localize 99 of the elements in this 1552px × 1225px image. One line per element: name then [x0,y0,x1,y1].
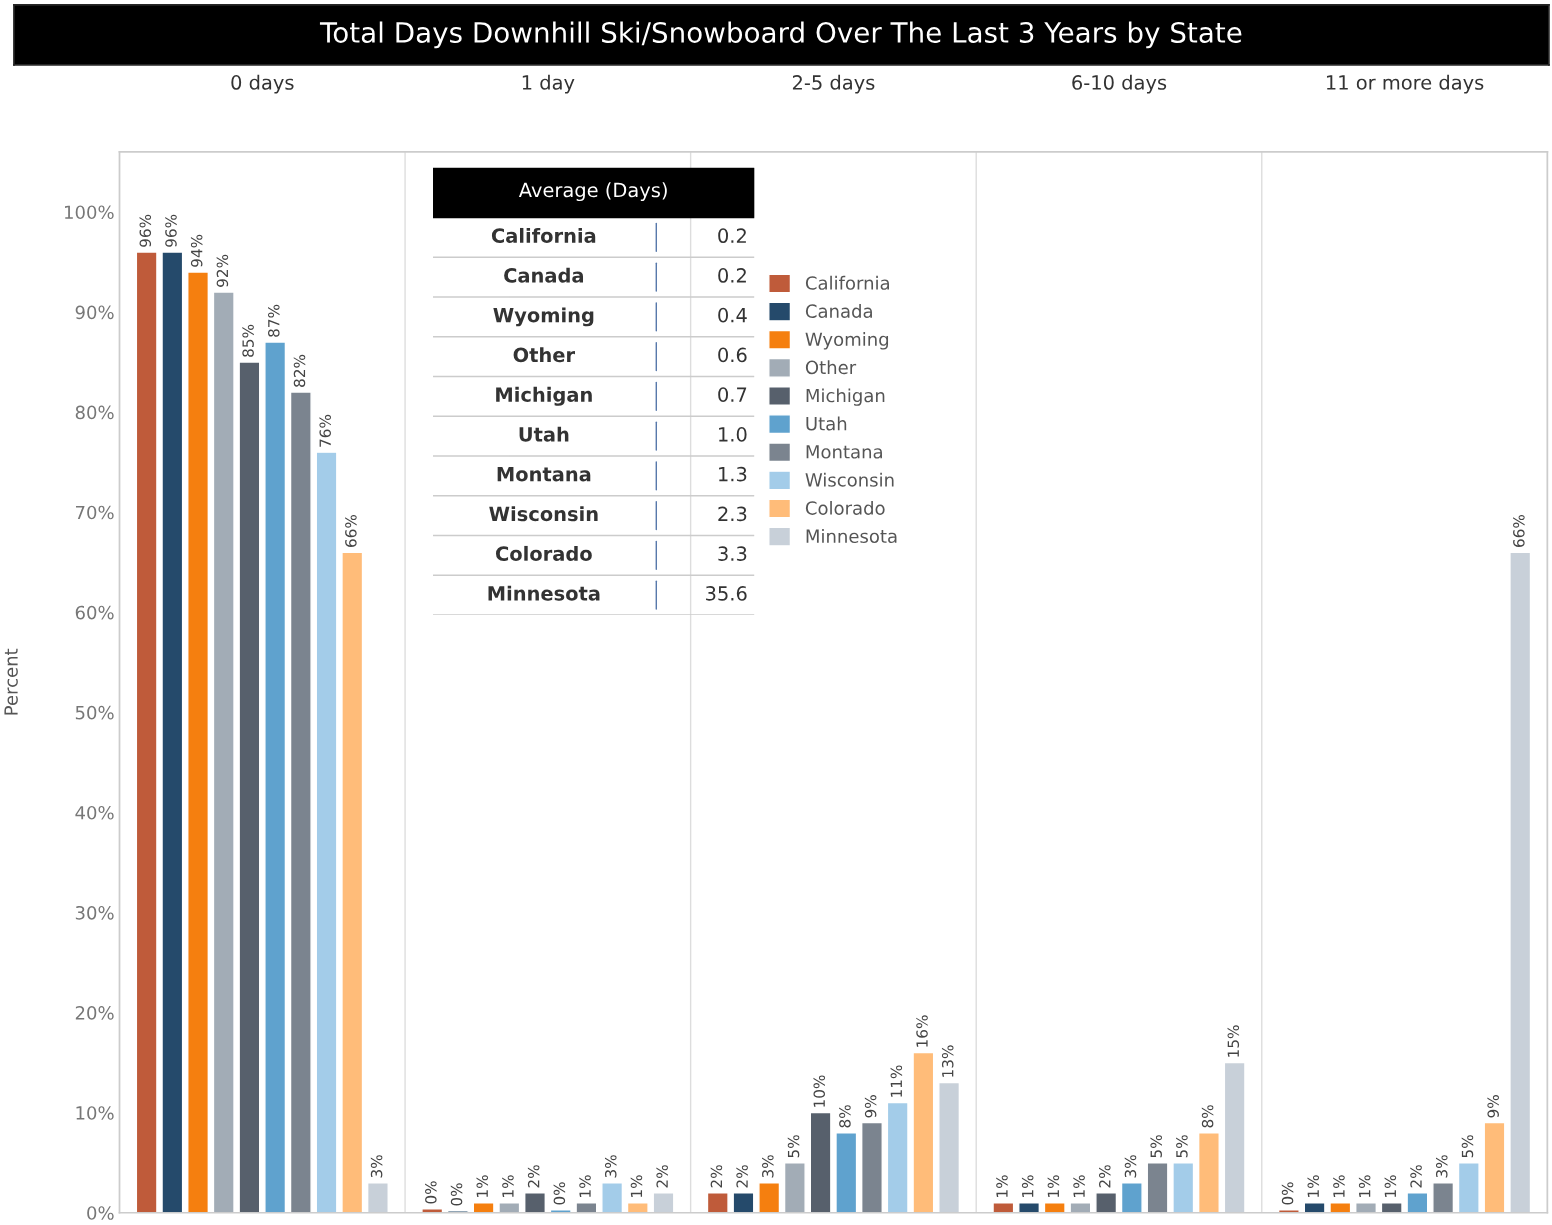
x-tick-label: 11 or more days [1326,74,1484,94]
data-label: 8% [839,1105,851,1128]
data-label: 2% [736,1165,748,1188]
data-label: 5% [1176,1135,1188,1158]
data-label: 11% [890,1065,903,1097]
data-label: 66% [345,514,357,547]
y-tick-label: 100% [65,205,114,220]
data-label: 82% [293,354,306,387]
category-label: Montana [497,467,591,482]
data-label: 13% [941,1045,954,1077]
data-label: 1.3 [719,466,747,482]
data-label: 8% [1201,1105,1214,1128]
data-label: 1% [579,1175,591,1197]
data-label: 96% [139,214,152,247]
x-tick-label: 1 day [522,74,575,94]
category-label: Other [513,347,576,363]
text: Average (Days) [518,182,667,202]
legend-label: Minnesota [806,529,897,544]
legend-label: Other [805,360,857,375]
y-tick-label: 50% [75,705,114,720]
y-tick-label: 40% [75,805,114,820]
data-label: 3.3 [718,546,747,561]
chart-title: Total Days Downhill Ski/Snowboard Over The Last 3 Years by State [319,21,1242,49]
data-label: 0% [553,1182,566,1205]
data-label: 3% [1124,1155,1137,1178]
data-label: 1% [502,1175,514,1197]
legend-label: Canada [805,303,872,318]
data-label: 0% [425,1181,437,1204]
y-tick-label: 20% [75,1006,114,1020]
data-label: 1% [476,1175,489,1197]
data-label: 1% [996,1175,1008,1197]
data-label: 5% [1150,1135,1162,1158]
data-label: 16% [916,1015,928,1047]
y-tick-label: 70% [75,505,114,520]
data-label: 2% [527,1165,540,1188]
data-label: 3% [604,1155,617,1178]
x-tick-label: 2-5 days [792,74,875,94]
data-label: 3% [762,1155,774,1178]
data-label: 0.4 [718,307,747,323]
data-label: 10% [813,1075,826,1107]
category-label: Wisconsin [489,506,598,522]
data-label: 1% [1358,1175,1371,1197]
category-label: Minnesota [488,585,600,601]
data-label: 1.0 [719,427,747,442]
y-tick-label: 90% [75,305,114,320]
data-label: 1% [1307,1175,1320,1197]
y-axis-title: Percent [4,648,18,715]
data-label: 0.2 [718,268,746,283]
data-label: 1% [1384,1175,1397,1197]
category-label: Utah [519,426,569,442]
data-label: 1% [1073,1175,1085,1197]
data-label: 2% [1410,1165,1422,1188]
legend-label: Michigan [806,388,885,406]
data-label: 2% [710,1165,723,1188]
data-label: 3% [1435,1155,1448,1178]
y-tick-label: 10% [76,1106,114,1120]
data-label: 85% [242,324,254,357]
data-label: 35.6 [706,586,747,601]
data-label: 1% [1047,1175,1060,1197]
y-tick-label: 80% [75,405,114,420]
data-label: 92% [216,254,229,287]
data-label: 94% [190,234,203,267]
data-label: 9% [1487,1095,1499,1118]
data-label: 5% [787,1135,800,1158]
category-label: Michigan [496,386,592,406]
data-label: 2% [1099,1165,1111,1188]
data-label: 1% [630,1175,643,1197]
legend-label: Montana [806,445,882,459]
x-tick-label: 0 days [231,74,294,94]
legend-label: Wisconsin [805,472,894,487]
data-label: 1% [1333,1175,1345,1197]
data-label: 0% [450,1183,463,1206]
data-label: 5% [1461,1135,1474,1158]
data-label: 96% [165,214,177,247]
legend-label: Wyoming [805,332,889,350]
data-label: 3% [370,1155,383,1178]
legend-label: Colorado [805,500,885,515]
y-tick-label: 0% [87,1206,114,1220]
data-label: 87% [268,304,280,337]
data-label: 2% [656,1165,668,1188]
legend-label: California [805,275,889,290]
data-label: 1% [1021,1175,1034,1197]
data-label: 66% [1513,514,1525,547]
category-label: California [491,227,596,244]
legend-label: Utah [806,416,847,431]
data-label: 0.2 [718,228,746,244]
data-label: 9% [864,1095,877,1118]
data-label: 0.6 [718,347,747,363]
category-label: Colorado [495,545,592,561]
data-label: 0% [1281,1182,1294,1205]
category-label: Wyoming [493,307,594,327]
x-tick-label: 6-10 days [1072,74,1167,94]
data-label: 15% [1227,1025,1240,1057]
data-label: 2.3 [718,506,747,522]
data-label: 76% [319,414,331,447]
category-label: Canada [504,267,584,283]
y-tick-label: 60% [75,605,114,620]
data-label: 0.7 [718,387,747,402]
y-tick-label: 30% [75,905,114,920]
